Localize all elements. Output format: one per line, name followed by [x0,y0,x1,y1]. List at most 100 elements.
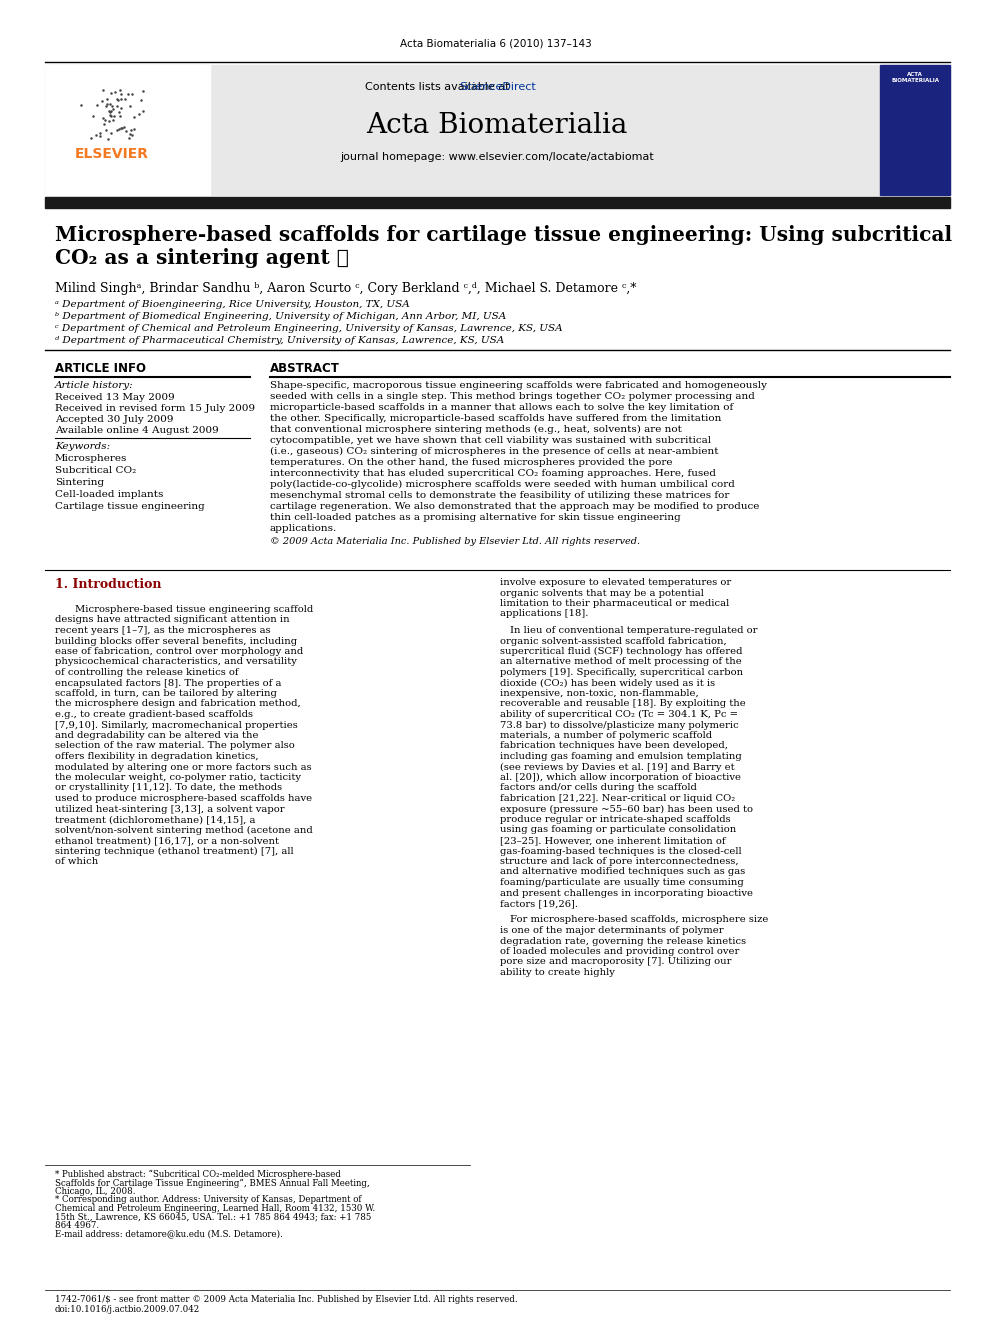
Text: seeded with cells in a single step. This method brings together CO₂ polymer proc: seeded with cells in a single step. This… [270,392,755,401]
Text: 15th St., Lawrence, KS 66045, USA. Tel.: +1 785 864 4943; fax: +1 785: 15th St., Lawrence, KS 66045, USA. Tel.:… [55,1212,371,1221]
Text: designs have attracted significant attention in: designs have attracted significant atten… [55,615,290,624]
Text: Received in revised form 15 July 2009: Received in revised form 15 July 2009 [55,404,255,413]
Text: 1. Introduction: 1. Introduction [55,578,162,591]
Text: mesenchymal stromal cells to demonstrate the feasibility of utilizing these matr: mesenchymal stromal cells to demonstrate… [270,491,729,500]
Text: e.g., to create gradient-based scaffolds: e.g., to create gradient-based scaffolds [55,710,253,718]
Text: ᵃ Department of Bioengineering, Rice University, Houston, TX, USA: ᵃ Department of Bioengineering, Rice Uni… [55,300,410,310]
Text: recoverable and reusable [18]. By exploiting the: recoverable and reusable [18]. By exploi… [500,700,746,709]
Bar [880,65,950,194]
Text: offers flexibility in degradation kinetics,: offers flexibility in degradation kineti… [55,751,259,761]
Text: Shape-specific, macroporous tissue engineering scaffolds were fabricated and hom: Shape-specific, macroporous tissue engin… [270,381,767,390]
Text: Microspheres: Microspheres [55,454,127,463]
Text: Available online 4 August 2009: Available online 4 August 2009 [55,426,219,435]
Text: utilized heat-sintering [3,13], a solvent vapor: utilized heat-sintering [3,13], a solven… [55,804,285,814]
Text: E-mail address: detamore@ku.edu (M.S. Detamore).: E-mail address: detamore@ku.edu (M.S. De… [55,1229,283,1238]
Text: [23–25]. However, one inherent limitation of: [23–25]. However, one inherent limitatio… [500,836,725,845]
Text: interconnectivity that has eluded supercritical CO₂ foaming approaches. Here, fu: interconnectivity that has eluded superc… [270,468,716,478]
Text: dioxide (CO₂) has been widely used as it is: dioxide (CO₂) has been widely used as it… [500,679,715,688]
Text: Article history:: Article history: [55,381,134,390]
Text: temperatures. On the other hand, the fused microspheres provided the pore: temperatures. On the other hand, the fus… [270,458,673,467]
Text: modulated by altering one or more factors such as: modulated by altering one or more factor… [55,762,311,771]
Text: ACTA
BIOMATERIALIA: ACTA BIOMATERIALIA [891,71,939,83]
Text: For microsphere-based scaffolds, microsphere size: For microsphere-based scaffolds, microsp… [510,916,769,925]
Text: produce regular or intricate-shaped scaffolds: produce regular or intricate-shaped scaf… [500,815,731,824]
Text: fabrication [21,22]. Near-critical or liquid CO₂: fabrication [21,22]. Near-critical or li… [500,794,735,803]
Text: 1742-7061/$ - see front matter © 2009 Acta Materialia Inc. Published by Elsevier: 1742-7061/$ - see front matter © 2009 Ac… [55,1295,518,1304]
Text: Milind Singhᵃ, Brindar Sandhu ᵇ, Aaron Scurto ᶜ, Cory Berkland ᶜ,ᵈ, Michael S. D: Milind Singhᵃ, Brindar Sandhu ᵇ, Aaron S… [55,282,637,295]
Text: © 2009 Acta Materialia Inc. Published by Elsevier Ltd. All rights reserved.: © 2009 Acta Materialia Inc. Published by… [270,537,640,546]
Bar [45,65,950,194]
Text: supercritical fluid (SCF) technology has offered: supercritical fluid (SCF) technology has… [500,647,742,656]
Text: cytocompatible, yet we have shown that cell viability was sustained with subcrit: cytocompatible, yet we have shown that c… [270,437,711,445]
Text: structure and lack of pore interconnectedness,: structure and lack of pore interconnecte… [500,857,739,867]
Text: * Published abstract: “Subcritical CO₂-melded Microsphere-based: * Published abstract: “Subcritical CO₂-m… [55,1170,341,1179]
Text: pore size and macroporosity [7]. Utilizing our: pore size and macroporosity [7]. Utilizi… [500,958,731,967]
Text: ease of fabrication, control over morphology and: ease of fabrication, control over morpho… [55,647,304,656]
Text: ᵈ Department of Pharmaceutical Chemistry, University of Kansas, Lawrence, KS, US: ᵈ Department of Pharmaceutical Chemistry… [55,336,504,345]
Text: the molecular weight, co-polymer ratio, tacticity: the molecular weight, co-polymer ratio, … [55,773,301,782]
Text: applications.: applications. [270,524,337,533]
Text: Cell-loaded implants: Cell-loaded implants [55,490,164,499]
Text: cartilage regeneration. We also demonstrated that the approach may be modified t: cartilage regeneration. We also demonstr… [270,501,759,511]
Text: foaming/particulate are usually time consuming: foaming/particulate are usually time con… [500,878,744,886]
Text: ᵇ Department of Biomedical Engineering, University of Michigan, Ann Arbor, MI, U: ᵇ Department of Biomedical Engineering, … [55,312,506,321]
Text: the other. Specifically, microparticle-based scaffolds have suffered from the li: the other. Specifically, microparticle-b… [270,414,721,423]
Bar [45,197,950,208]
Text: Acta Biomaterialia 6 (2010) 137–143: Acta Biomaterialia 6 (2010) 137–143 [400,38,592,48]
Text: Microsphere-based scaffolds for cartilage tissue engineering: Using subcritical: Microsphere-based scaffolds for cartilag… [55,225,952,245]
Text: ᶜ Department of Chemical and Petroleum Engineering, University of Kansas, Lawren: ᶜ Department of Chemical and Petroleum E… [55,324,562,333]
Text: ABSTRACT: ABSTRACT [270,363,340,374]
Text: 73.8 bar) to dissolve/plasticize many polymeric: 73.8 bar) to dissolve/plasticize many po… [500,721,739,729]
Text: Chemical and Petroleum Engineering, Learned Hall, Room 4132, 1530 W.: Chemical and Petroleum Engineering, Lear… [55,1204,375,1213]
Text: 864 4967.: 864 4967. [55,1221,99,1230]
Text: Subcritical CO₂: Subcritical CO₂ [55,466,136,475]
Text: sintering technique (ethanol treatment) [7], all: sintering technique (ethanol treatment) … [55,847,294,856]
Text: organic solvent-assisted scaffold fabrication,: organic solvent-assisted scaffold fabric… [500,636,727,646]
Text: ARTICLE INFO: ARTICLE INFO [55,363,146,374]
Text: recent years [1–7], as the microspheres as: recent years [1–7], as the microspheres … [55,626,271,635]
Text: ability to create highly: ability to create highly [500,968,615,976]
Text: Sintering: Sintering [55,478,104,487]
Text: Chicago, IL, 2008.: Chicago, IL, 2008. [55,1187,136,1196]
Text: including gas foaming and emulsion templating: including gas foaming and emulsion templ… [500,751,742,761]
Text: and alternative modified techniques such as gas: and alternative modified techniques such… [500,868,745,877]
Bar [45,65,210,194]
Text: of loaded molecules and providing control over: of loaded molecules and providing contro… [500,947,739,957]
Text: is one of the major determinants of polymer: is one of the major determinants of poly… [500,926,723,935]
Text: In lieu of conventional temperature-regulated or: In lieu of conventional temperature-regu… [510,626,758,635]
Text: fabrication techniques have been developed,: fabrication techniques have been develop… [500,741,728,750]
Text: using gas foaming or particulate consolidation: using gas foaming or particulate consoli… [500,826,736,835]
Text: Cartilage tissue engineering: Cartilage tissue engineering [55,501,204,511]
Text: applications [18].: applications [18]. [500,610,588,618]
Text: and degradability can be altered via the: and degradability can be altered via the [55,732,259,740]
Text: of which: of which [55,857,98,867]
Text: [7,9,10]. Similarly, macromechanical properties: [7,9,10]. Similarly, macromechanical pro… [55,721,298,729]
Text: polymers [19]. Specifically, supercritical carbon: polymers [19]. Specifically, supercritic… [500,668,743,677]
Text: organic solvents that may be a potential: organic solvents that may be a potential [500,589,704,598]
Text: microparticle-based scaffolds in a manner that allows each to solve the key limi: microparticle-based scaffolds in a manne… [270,404,733,411]
Text: poly(lactide-co-glycolide) microsphere scaffolds were seeded with human umbilica: poly(lactide-co-glycolide) microsphere s… [270,480,735,490]
Text: exposure (pressure ~55–60 bar) has been used to: exposure (pressure ~55–60 bar) has been … [500,804,753,814]
Text: Microsphere-based tissue engineering scaffold: Microsphere-based tissue engineering sca… [75,605,313,614]
Text: * Corresponding author. Address: University of Kansas, Department of: * Corresponding author. Address: Univers… [55,1196,361,1204]
Text: ability of supercritical CO₂ (Tc = 304.1 K, Pc =: ability of supercritical CO₂ (Tc = 304.1… [500,710,738,720]
Text: Keywords:: Keywords: [55,442,110,451]
Text: physicochemical characteristics, and versatility: physicochemical characteristics, and ver… [55,658,297,667]
Text: or crystallinity [11,12]. To date, the methods: or crystallinity [11,12]. To date, the m… [55,783,282,792]
Text: encapsulated factors [8]. The properties of a: encapsulated factors [8]. The properties… [55,679,282,688]
Text: Contents lists available at: Contents lists available at [365,82,513,93]
Text: al. [20]), which allow incorporation of bioactive: al. [20]), which allow incorporation of … [500,773,741,782]
Text: journal homepage: www.elsevier.com/locate/actabiomat: journal homepage: www.elsevier.com/locat… [340,152,654,161]
Text: (see reviews by Davies et al. [19] and Barry et: (see reviews by Davies et al. [19] and B… [500,762,735,771]
Text: ScienceDirect: ScienceDirect [459,82,536,93]
Text: thin cell-loaded patches as a promising alternative for skin tissue engineering: thin cell-loaded patches as a promising … [270,513,681,523]
Text: scaffold, in turn, can be tailored by altering: scaffold, in turn, can be tailored by al… [55,689,277,699]
Text: limitation to their pharmaceutical or medical: limitation to their pharmaceutical or me… [500,599,729,609]
Text: treatment (dichloromethane) [14,15], a: treatment (dichloromethane) [14,15], a [55,815,256,824]
Text: Accepted 30 July 2009: Accepted 30 July 2009 [55,415,174,423]
Text: that conventional microsphere sintering methods (e.g., heat, solvents) are not: that conventional microsphere sintering … [270,425,682,434]
Text: factors and/or cells during the scaffold: factors and/or cells during the scaffold [500,783,696,792]
Text: CO₂ as a sintering agent ☆: CO₂ as a sintering agent ☆ [55,247,349,269]
Text: materials, a number of polymeric scaffold: materials, a number of polymeric scaffol… [500,732,712,740]
Text: ELSEVIER: ELSEVIER [75,147,149,161]
